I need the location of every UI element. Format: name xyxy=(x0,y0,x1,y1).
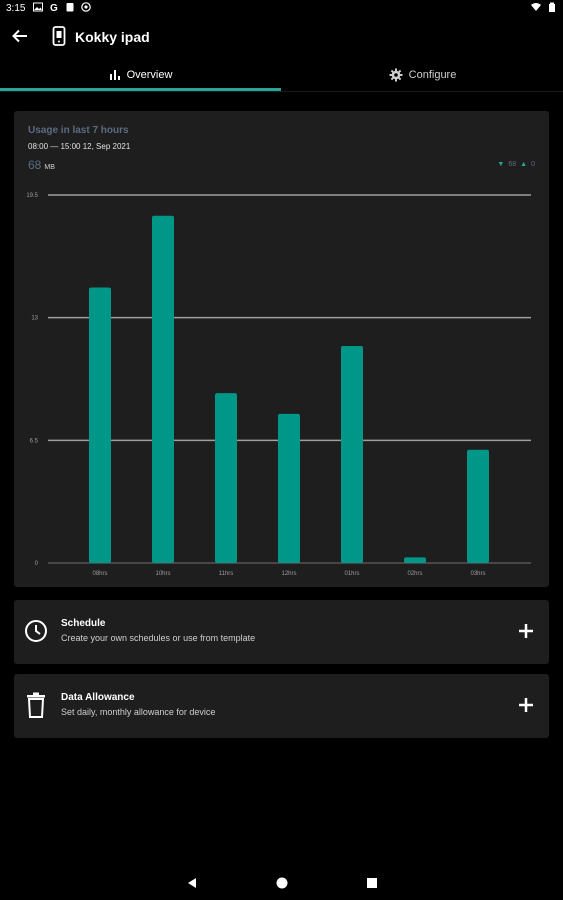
clock-icon xyxy=(25,620,47,642)
page-title: Kokky ipad xyxy=(75,29,150,45)
total-usage-value: 68 xyxy=(28,158,42,172)
trash-icon xyxy=(27,692,45,718)
bar-11hrs[interactable] xyxy=(215,393,237,563)
bar-08hrs[interactable] xyxy=(89,287,111,563)
upload-arrow-icon: ▲ xyxy=(520,161,528,168)
y-tick-label: 0 xyxy=(35,561,39,567)
clipboard-icon xyxy=(66,3,74,12)
x-tick-label: 08hrs xyxy=(92,571,107,577)
svg-text:G: G xyxy=(50,3,58,12)
total-usage-unit: MB xyxy=(44,164,55,171)
chart-date-range: 08:00 — 15:00 12, Sep 2021 xyxy=(28,142,131,151)
tab-configure-label: Configure xyxy=(408,68,457,81)
settings-badge-icon xyxy=(81,2,91,12)
data-allowance-title: Data Allowance xyxy=(61,692,135,703)
tab-configure[interactable]: Configure xyxy=(282,58,563,91)
tab-overview[interactable]: Overview xyxy=(0,58,281,91)
status-time: 3:15 xyxy=(6,3,26,14)
chart-legend: ▼ 68 ▲ 0 xyxy=(497,161,535,168)
schedule-card[interactable]: Schedule Create your own schedules or us… xyxy=(14,600,549,664)
nav-home-icon[interactable] xyxy=(275,876,289,890)
nav-back-icon[interactable] xyxy=(185,876,199,890)
bar-12hrs[interactable] xyxy=(278,413,300,563)
schedule-title: Schedule xyxy=(61,618,106,629)
status-notification-icons: G xyxy=(33,2,91,12)
data-allowance-card[interactable]: Data Allowance Set daily, monthly allowa… xyxy=(14,674,549,738)
status-bar: 3:15 G xyxy=(0,0,563,20)
download-arrow-icon: ▼ xyxy=(497,161,505,168)
y-tick-label: 19.5 xyxy=(26,193,38,199)
system-navigation-bar xyxy=(0,870,563,900)
x-tick-label: 11hrs xyxy=(219,571,234,577)
app-bar: Kokky ipad xyxy=(0,20,563,56)
x-tick-label: 10hrs xyxy=(155,571,170,577)
tab-bar: Overview Configure xyxy=(0,58,563,91)
gear-icon xyxy=(389,68,403,81)
bar-03hrs[interactable] xyxy=(467,449,489,563)
add-allowance-plus-icon[interactable] xyxy=(517,696,535,714)
y-tick-label: 13 xyxy=(31,316,38,322)
bar-02hrs[interactable] xyxy=(404,557,426,563)
y-tick-label: 6.5 xyxy=(30,438,39,444)
legend-download-value: 68 xyxy=(508,161,517,168)
nav-recents-icon[interactable] xyxy=(365,876,379,890)
x-tick-label: 02hrs xyxy=(407,571,422,577)
wifi-icon xyxy=(531,3,541,11)
google-icon: G xyxy=(50,3,58,12)
usage-bar-chart: 0 6.5 13 19.5 08hrs 10hrs 11hrs 12hrs 01hrs 02hrs… xyxy=(26,193,531,577)
x-tick-label: 01hrs xyxy=(344,571,359,577)
data-allowance-subtitle: Set daily, monthly allowance for device xyxy=(61,707,216,717)
total-usage: 68 MB xyxy=(28,158,55,172)
usage-chart-card: Usage in last 7 hours 08:00 — 15:00 12, … xyxy=(14,111,549,587)
legend-upload-value: 0 xyxy=(531,161,535,168)
bar-chart-icon xyxy=(109,70,120,80)
chart-title: Usage in last 7 hours xyxy=(28,125,129,136)
x-tick-label: 03hrs xyxy=(470,571,485,577)
back-arrow-icon[interactable] xyxy=(10,26,30,46)
tablet-icon xyxy=(52,26,66,46)
schedule-subtitle: Create your own schedules or use from te… xyxy=(61,633,256,643)
image-icon xyxy=(33,2,43,12)
bar-01hrs[interactable] xyxy=(341,345,363,563)
tabs-divider xyxy=(0,91,563,92)
bar-10hrs[interactable] xyxy=(152,215,174,563)
x-tick-label: 12hrs xyxy=(281,571,296,577)
battery-icon xyxy=(549,2,555,12)
add-schedule-plus-icon[interactable] xyxy=(517,622,535,640)
tab-indicator xyxy=(0,88,281,91)
tab-overview-label: Overview xyxy=(126,68,173,81)
